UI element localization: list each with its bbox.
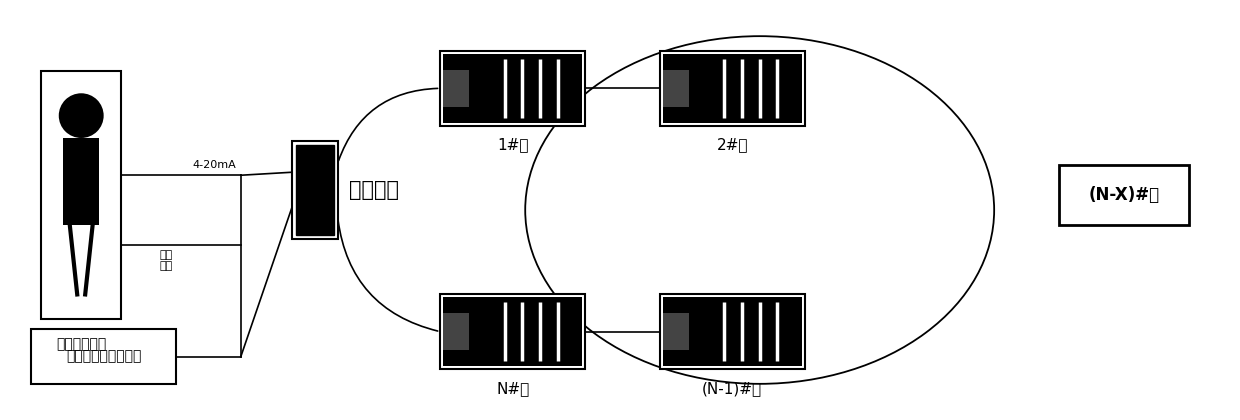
- Text: (N-X)#机: (N-X)#机: [1089, 186, 1159, 204]
- Bar: [291, 142, 337, 239]
- Bar: [440, 51, 585, 126]
- Bar: [444, 297, 582, 366]
- Bar: [440, 294, 585, 369]
- Bar: [663, 313, 689, 350]
- Text: 主控制柜: 主控制柜: [348, 180, 398, 200]
- Text: 通讯
线路: 通讯 线路: [160, 250, 172, 271]
- Bar: [31, 329, 176, 384]
- Bar: [444, 313, 470, 350]
- Text: 4-20mA: 4-20mA: [192, 160, 236, 170]
- FancyArrow shape: [60, 138, 103, 225]
- Bar: [663, 297, 801, 366]
- Bar: [663, 70, 689, 107]
- Bar: [444, 70, 470, 107]
- Text: 需氧量采集计算系统: 需氧量采集计算系统: [66, 349, 141, 364]
- Bar: [295, 145, 334, 235]
- Text: 2#机: 2#机: [717, 137, 748, 152]
- Bar: [660, 294, 805, 369]
- Text: 1#机: 1#机: [497, 137, 528, 152]
- Text: 溶解氧传感器: 溶解氧传感器: [56, 337, 107, 351]
- Bar: [444, 54, 582, 123]
- Bar: [663, 54, 801, 123]
- Bar: [1059, 165, 1189, 225]
- Bar: [660, 51, 805, 126]
- Bar: [41, 71, 122, 319]
- Text: N#机: N#机: [496, 381, 529, 396]
- Circle shape: [58, 93, 104, 138]
- Text: (N-1)#机: (N-1)#机: [702, 381, 763, 396]
